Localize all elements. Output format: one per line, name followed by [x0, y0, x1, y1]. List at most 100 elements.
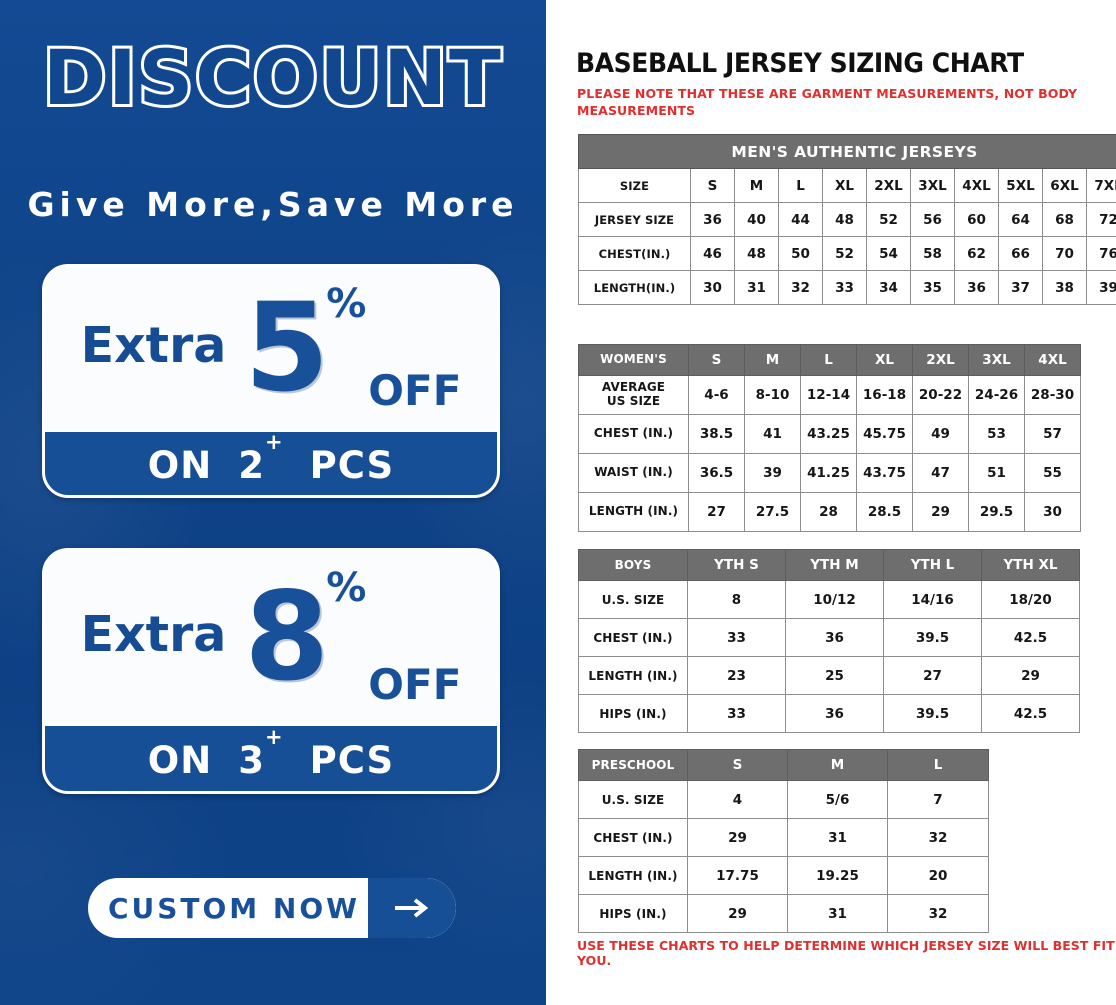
table-row: CHEST (IN.) 38.5 41 43.25 45.75 49 53 57 [578, 414, 1081, 454]
offer-amount: 5 [244, 276, 329, 419]
sizing-chart-panel: BASEBALL JERSEY SIZING CHART PLEASE NOTE… [546, 0, 1116, 1005]
row-label: JERSEY SIZE [578, 202, 691, 237]
cell: 12-14 [800, 375, 857, 415]
table-row: CHEST (IN.) 29 31 32 [578, 818, 989, 857]
offer-card-headline: Extra 5 % OFF [45, 267, 497, 429]
cell: 31 [734, 270, 779, 305]
table-row: AVERAGE US SIZE 4-6 8-10 12-14 16-18 20-2… [578, 375, 1081, 415]
cell: 39 [744, 453, 801, 493]
cell: 32 [887, 894, 989, 933]
cell: 8-10 [744, 375, 801, 415]
table-row: LENGTH (IN.) 23 25 27 29 [578, 656, 1080, 695]
column-header: 6XL [1042, 168, 1087, 203]
column-header: S [687, 749, 788, 781]
boys-sizing-table: BOYS YTH S YTH M YTH L YTH XL U.S. SIZE … [578, 549, 1080, 733]
custom-now-label: CUSTOM NOW [107, 891, 361, 925]
column-header: YTH L [883, 549, 982, 581]
table-header-row: BOYS YTH S YTH M YTH L YTH XL [578, 549, 1080, 581]
cell: 33 [687, 618, 786, 657]
table-header-row: PRESCHOOL S M L [578, 749, 989, 781]
row-label: HIPS (IN.) [578, 894, 688, 933]
cell: 27.5 [744, 492, 801, 532]
cell: 42.5 [981, 694, 1080, 733]
table-row: HIPS (IN.) 33 36 39.5 42.5 [578, 694, 1080, 733]
column-header: 3XL [910, 168, 955, 203]
cell: 41.25 [800, 453, 857, 493]
column-header: M [744, 344, 801, 376]
offer-card-5-percent[interactable]: Extra 5 % OFF ON 2+ PCS [42, 264, 500, 498]
cell: 39.5 [883, 694, 982, 733]
cell: 20-22 [912, 375, 969, 415]
column-header: 7XL [1085, 168, 1116, 203]
row-label: WAIST (IN.) [578, 453, 689, 493]
table-row: CHEST (IN.) 33 36 39.5 42.5 [578, 618, 1080, 657]
mens-banner: MEN'S AUTHENTIC JERSEYS [577, 134, 1116, 169]
custom-now-button[interactable]: CUSTOM NOW [88, 878, 456, 938]
cell: 36 [785, 694, 884, 733]
cell: 40 [734, 202, 779, 237]
column-header: S [690, 168, 735, 203]
column-header: 4XL [1024, 344, 1081, 376]
cell: 32 [778, 270, 823, 305]
offer-extra-label: Extra [80, 316, 227, 374]
row-label: LENGTH (IN.) [578, 492, 689, 532]
cell: 38 [1042, 270, 1087, 305]
garment-measurement-note: PLEASE NOTE THAT THESE ARE GARMENT MEASU… [577, 86, 1078, 118]
cell: 29 [687, 818, 788, 857]
offer-card-8-percent[interactable]: Extra 8 % OFF ON 3+ PCS [42, 548, 500, 794]
cell: 31 [787, 894, 888, 933]
row-label: U.S. SIZE [578, 780, 688, 819]
cell: 60 [954, 202, 999, 237]
cell: 28-30 [1024, 375, 1081, 415]
cell: 27 [688, 492, 745, 532]
column-header: XL [822, 168, 867, 203]
row-label: HIPS (IN.) [578, 694, 688, 733]
table-header-row: WOMEN'S S M L XL 2XL 3XL 4XL [578, 344, 1081, 376]
cell: 4-6 [688, 375, 745, 415]
table-row: LENGTH(IN.) 30 31 32 33 34 35 36 37 38 3… [578, 270, 1116, 305]
cell: 25 [785, 656, 884, 695]
offer-on-label: ON [147, 738, 213, 782]
cell: 56 [910, 202, 955, 237]
cell: 68 [1042, 202, 1087, 237]
cell: 51 [968, 453, 1025, 493]
cell: 34 [866, 270, 911, 305]
cell: 45.75 [856, 414, 913, 454]
column-header: M [734, 168, 779, 203]
cell: 5/6 [787, 780, 888, 819]
cell: 38.5 [688, 414, 745, 454]
row-label: LENGTH(IN.) [578, 270, 691, 305]
cell: 18/20 [981, 580, 1080, 619]
table-row: U.S. SIZE 8 10/12 14/16 18/20 [578, 580, 1080, 619]
cell: 57 [1024, 414, 1081, 454]
cell: 50 [778, 236, 823, 271]
cell: 14/16 [883, 580, 982, 619]
cell: 30 [690, 270, 735, 305]
offer-extra-label: Extra [80, 605, 227, 663]
cell: 72 [1085, 202, 1116, 237]
promo-panel: DISCOUNT Give More,Save More Extra 5 % O… [0, 0, 546, 1005]
offer-condition-bar: ON 2+ PCS [45, 429, 497, 495]
cell: 28.5 [856, 492, 913, 532]
preschool-sizing-table: PRESCHOOL S M L U.S. SIZE 4 5/6 7 CHEST … [578, 749, 989, 933]
table-banner-row: MEN'S AUTHENTIC JERSEYS [577, 134, 1116, 169]
cell: 24-26 [968, 375, 1025, 415]
cell: 29 [912, 492, 969, 532]
offer-card-headline: Extra 8 % OFF [45, 551, 497, 723]
table-row: JERSEY SIZE 36 40 44 48 52 56 60 64 68 7… [578, 202, 1116, 237]
cell: 35 [910, 270, 955, 305]
offer-quantity: 2+ [238, 430, 284, 487]
cell: 23 [687, 656, 786, 695]
cell: 27 [883, 656, 982, 695]
row-label: U.S. SIZE [578, 580, 688, 619]
cell: 28 [800, 492, 857, 532]
cell: 55 [1024, 453, 1081, 493]
cell: 32 [887, 818, 989, 857]
cell: 17.75 [687, 856, 788, 895]
cell: 46 [690, 236, 735, 271]
offer-condition-bar: ON 3+ PCS [45, 723, 497, 791]
offer-percent-sign: % [326, 565, 367, 611]
cell: 76 [1085, 236, 1116, 271]
column-header: BOYS [578, 549, 688, 581]
cell: 36.5 [688, 453, 745, 493]
